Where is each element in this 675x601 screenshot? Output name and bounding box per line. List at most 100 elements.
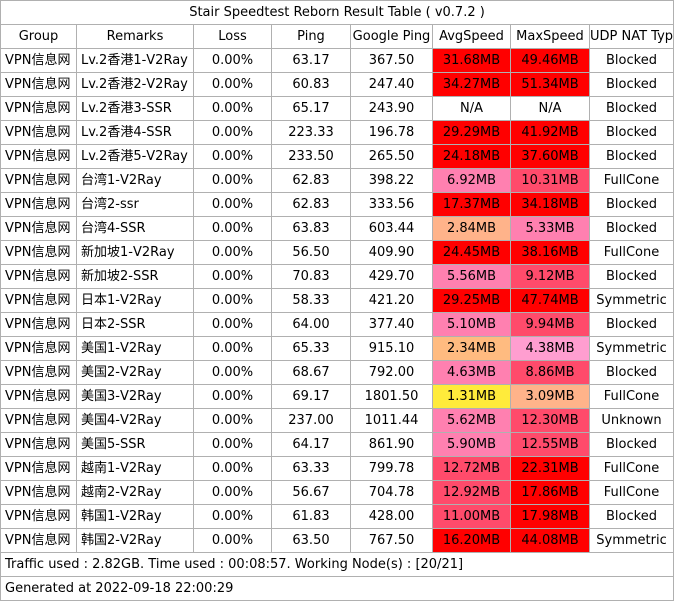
cell-avg-speed: 5.10MB xyxy=(432,312,511,337)
cell-udp-nat-type: FullCone xyxy=(589,480,674,505)
column-header-google-ping: Google Ping xyxy=(350,24,433,49)
cell-udp-nat-type: FullCone xyxy=(589,168,674,193)
cell-max-speed: 5.33MB xyxy=(510,216,590,241)
cell-remarks: Lv.2香港5-V2Ray xyxy=(76,144,194,169)
footer-generated-row: Generated at 2022-09-18 22:00:29 xyxy=(0,576,674,601)
cell-max-speed: 17.98MB xyxy=(510,504,590,529)
cell-udp-nat-type: Symmetric xyxy=(589,528,674,553)
cell-udp-nat-type: FullCone xyxy=(589,456,674,481)
cell-ping: 64.00 xyxy=(271,312,351,337)
cell-google-ping: 704.78 xyxy=(350,480,433,505)
cell-loss: 0.00% xyxy=(193,312,272,337)
cell-max-speed: 9.94MB xyxy=(510,312,590,337)
cell-loss: 0.00% xyxy=(193,216,272,241)
cell-google-ping: 333.56 xyxy=(350,192,433,217)
cell-ping: 56.50 xyxy=(271,240,351,265)
cell-udp-nat-type: FullCone xyxy=(589,240,674,265)
cell-avg-speed: 24.18MB xyxy=(432,144,511,169)
cell-remarks: 越南1-V2Ray xyxy=(76,456,194,481)
cell-group: VPN信息网 xyxy=(0,336,77,361)
cell-remarks: 越南2-V2Ray xyxy=(76,480,194,505)
cell-group: VPN信息网 xyxy=(0,480,77,505)
cell-google-ping: 247.40 xyxy=(350,72,433,97)
cell-remarks: 美国5-SSR xyxy=(76,432,194,457)
cell-loss: 0.00% xyxy=(193,288,272,313)
cell-max-speed: 8.86MB xyxy=(510,360,590,385)
cell-max-speed: 51.34MB xyxy=(510,72,590,97)
table-row: VPN信息网 美国3-V2Ray 0.00% 69.17 1801.50 1.31MB 3.… xyxy=(0,384,674,409)
table-row: VPN信息网 韩国2-V2Ray 0.00% 63.50 767.50 16.20MB 44… xyxy=(0,528,674,553)
cell-avg-speed: 17.37MB xyxy=(432,192,511,217)
cell-group: VPN信息网 xyxy=(0,216,77,241)
cell-avg-speed: 2.34MB xyxy=(432,336,511,361)
cell-udp-nat-type: Blocked xyxy=(589,264,674,289)
cell-group: VPN信息网 xyxy=(0,120,77,145)
cell-google-ping: 196.78 xyxy=(350,120,433,145)
cell-google-ping: 792.00 xyxy=(350,360,433,385)
cell-google-ping: 398.22 xyxy=(350,168,433,193)
cell-group: VPN信息网 xyxy=(0,432,77,457)
table-row: VPN信息网 Lv.2香港1-V2Ray 0.00% 63.17 367.50 31.68… xyxy=(0,48,674,73)
cell-ping: 56.67 xyxy=(271,480,351,505)
cell-group: VPN信息网 xyxy=(0,312,77,337)
cell-avg-speed: 4.63MB xyxy=(432,360,511,385)
cell-avg-speed: 11.00MB xyxy=(432,504,511,529)
cell-remarks: 美国3-V2Ray xyxy=(76,384,194,409)
cell-avg-speed: 5.56MB xyxy=(432,264,511,289)
cell-group: VPN信息网 xyxy=(0,48,77,73)
cell-group: VPN信息网 xyxy=(0,72,77,97)
table-title: Stair Speedtest Reborn Result Table ( v0… xyxy=(0,0,674,25)
cell-avg-speed: 24.45MB xyxy=(432,240,511,265)
cell-google-ping: 1801.50 xyxy=(350,384,433,409)
cell-group: VPN信息网 xyxy=(0,144,77,169)
table-row: VPN信息网 越南2-V2Ray 0.00% 56.67 704.78 12.92MB 17… xyxy=(0,480,674,505)
table-row: VPN信息网 新加坡2-SSR 0.00% 70.83 429.70 5.56MB 9.12… xyxy=(0,264,674,289)
cell-loss: 0.00% xyxy=(193,72,272,97)
cell-group: VPN信息网 xyxy=(0,96,77,121)
cell-google-ping: 429.70 xyxy=(350,264,433,289)
cell-google-ping: 421.20 xyxy=(350,288,433,313)
cell-avg-speed: 12.72MB xyxy=(432,456,511,481)
title-row: Stair Speedtest Reborn Result Table ( v0… xyxy=(0,0,674,25)
cell-google-ping: 1011.44 xyxy=(350,408,433,433)
cell-ping: 61.83 xyxy=(271,504,351,529)
cell-ping: 70.83 xyxy=(271,264,351,289)
cell-max-speed: 9.12MB xyxy=(510,264,590,289)
column-header-loss: Loss xyxy=(193,24,272,49)
table-row: VPN信息网 美国5-SSR 0.00% 64.17 861.90 5.90MB 12.55… xyxy=(0,432,674,457)
cell-ping: 237.00 xyxy=(271,408,351,433)
cell-ping: 65.33 xyxy=(271,336,351,361)
cell-udp-nat-type: Symmetric xyxy=(589,288,674,313)
cell-max-speed: 38.16MB xyxy=(510,240,590,265)
cell-max-speed: 22.31MB xyxy=(510,456,590,481)
cell-max-speed: 41.92MB xyxy=(510,120,590,145)
cell-ping: 60.83 xyxy=(271,72,351,97)
cell-loss: 0.00% xyxy=(193,384,272,409)
cell-ping: 233.50 xyxy=(271,144,351,169)
cell-max-speed: 34.18MB xyxy=(510,192,590,217)
cell-avg-speed: 12.92MB xyxy=(432,480,511,505)
cell-remarks: 新加坡1-V2Ray xyxy=(76,240,194,265)
cell-group: VPN信息网 xyxy=(0,528,77,553)
cell-max-speed: 44.08MB xyxy=(510,528,590,553)
cell-google-ping: 377.40 xyxy=(350,312,433,337)
cell-max-speed: 4.38MB xyxy=(510,336,590,361)
cell-max-speed: N/A xyxy=(510,96,590,121)
cell-remarks: 美国1-V2Ray xyxy=(76,336,194,361)
traffic-summary: Traffic used : 2.82GB. Time used : 00:08… xyxy=(0,552,674,577)
cell-avg-speed: 2.84MB xyxy=(432,216,511,241)
cell-max-speed: 12.30MB xyxy=(510,408,590,433)
cell-ping: 63.50 xyxy=(271,528,351,553)
cell-google-ping: 799.78 xyxy=(350,456,433,481)
cell-remarks: 美国2-V2Ray xyxy=(76,360,194,385)
cell-max-speed: 3.09MB xyxy=(510,384,590,409)
cell-remarks: 新加坡2-SSR xyxy=(76,264,194,289)
cell-loss: 0.00% xyxy=(193,192,272,217)
cell-group: VPN信息网 xyxy=(0,240,77,265)
cell-google-ping: 603.44 xyxy=(350,216,433,241)
cell-udp-nat-type: Blocked xyxy=(589,96,674,121)
cell-group: VPN信息网 xyxy=(0,456,77,481)
cell-group: VPN信息网 xyxy=(0,504,77,529)
